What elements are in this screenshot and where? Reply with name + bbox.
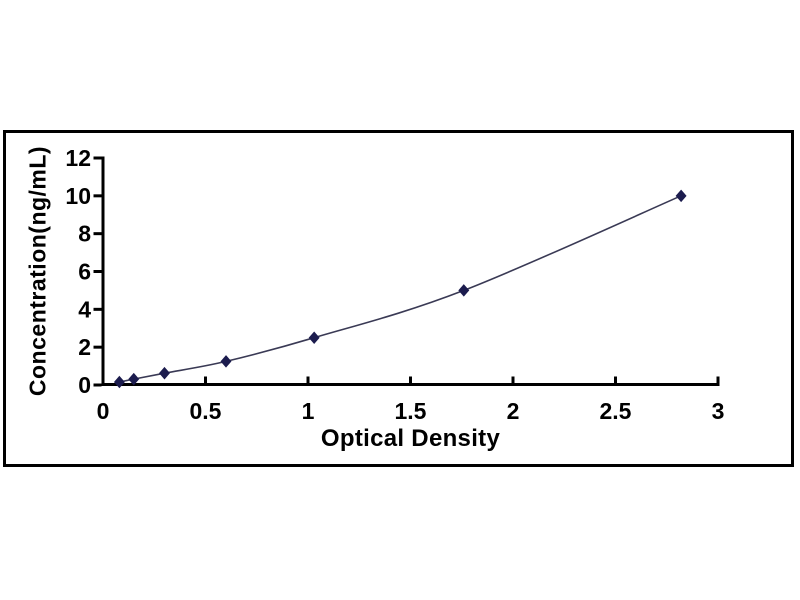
data-point-marker bbox=[220, 355, 232, 368]
y-tick-label: 12 bbox=[65, 145, 91, 171]
chart-frame bbox=[3, 130, 794, 467]
data-point-marker bbox=[308, 331, 320, 344]
y-tick-label: 0 bbox=[78, 372, 91, 398]
data-point-marker bbox=[458, 284, 470, 297]
y-axis-title: Concentration(ng/mL) bbox=[24, 145, 51, 397]
x-tick-label: 2.5 bbox=[600, 398, 632, 424]
x-tick-label: 2 bbox=[507, 398, 520, 424]
y-tick-label: 4 bbox=[78, 296, 91, 322]
x-tick-label: 0 bbox=[97, 398, 110, 424]
data-point-marker bbox=[675, 189, 687, 203]
y-tick-label: 2 bbox=[78, 334, 91, 360]
y-tick-label: 10 bbox=[65, 183, 91, 209]
x-tick-label: 0.5 bbox=[190, 398, 222, 424]
x-tick-label: 3 bbox=[712, 398, 725, 424]
y-tick-label: 8 bbox=[78, 221, 91, 247]
data-point-marker bbox=[113, 375, 125, 389]
y-tick-label: 6 bbox=[78, 259, 91, 285]
data-point-marker bbox=[128, 372, 140, 386]
x-axis-title: Optical Density bbox=[320, 425, 501, 452]
data-point-marker bbox=[159, 366, 170, 380]
x-tick-label: 1.5 bbox=[395, 398, 427, 424]
curve-line bbox=[119, 195, 682, 383]
x-tick-label: 1 bbox=[302, 398, 315, 424]
